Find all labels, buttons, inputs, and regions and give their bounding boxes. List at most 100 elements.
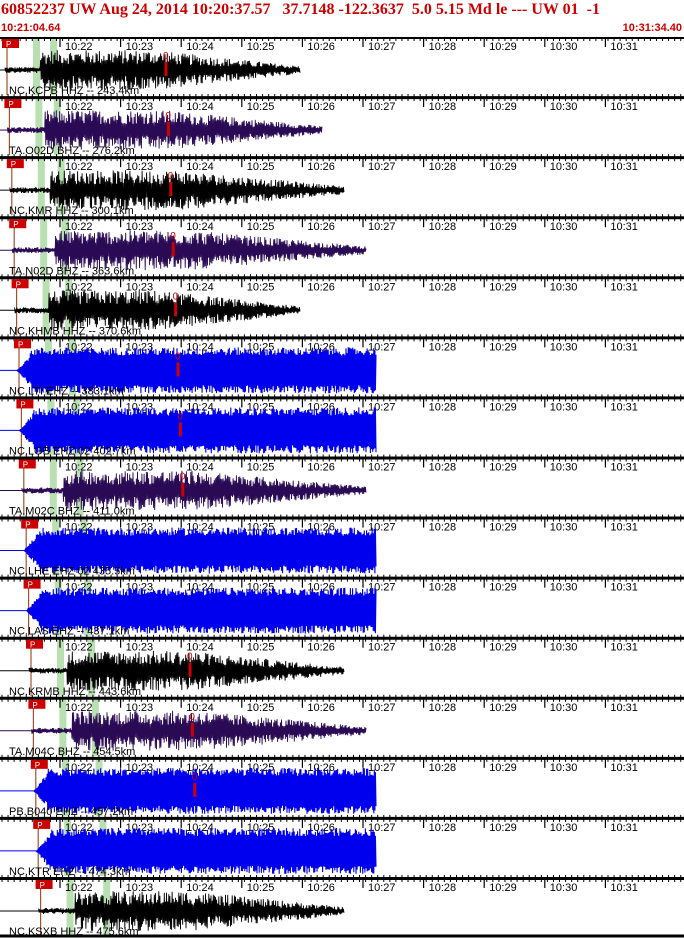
time-tick-label: 10:22 — [65, 882, 93, 894]
seismic-waveform — [4, 50, 301, 91]
time-tick-label: 10:29 — [489, 822, 517, 834]
time-tick-label: 10:28 — [429, 41, 457, 53]
trace-row: 10:22 10:23 10:24 10:25 10:26 10:27 10:28 10:29… — [0, 94, 684, 157]
time-tick-label: 10:22 — [65, 221, 93, 233]
time-tick-label: 10:30 — [550, 281, 578, 293]
time-tick-label: 10:27 — [368, 101, 396, 113]
station-label: NC.KTR EHZ -- 474.3km — [9, 866, 131, 878]
station-label: NC.KSXB HHZ -- 475.6km — [9, 926, 139, 938]
time-tick-label: 10:28 — [429, 341, 457, 353]
time-tick-label: 10:24 — [186, 341, 214, 353]
p-pick-badge — [11, 279, 29, 289]
analysis-window-band — [40, 219, 48, 276]
time-tick-label: 10:24 — [186, 702, 214, 714]
time-tick-label: 10:29 — [489, 101, 517, 113]
time-tick-label: 10:29 — [489, 522, 517, 534]
station-label: TA.M04C BHZ -- 454.5km — [9, 746, 135, 758]
time-tick-label: 10:30 — [550, 221, 578, 233]
s-marker-label: 0 — [170, 231, 176, 242]
p-pick-badge — [6, 159, 24, 169]
s-marker-label: 0 — [168, 171, 174, 182]
time-tick-label: 10:31 — [610, 161, 638, 173]
time-tick-label: 10:26 — [307, 882, 335, 894]
seismic-waveform — [28, 650, 345, 691]
s-marker — [169, 182, 173, 197]
analysis-window-band — [66, 879, 74, 937]
time-tick-label: 10:25 — [247, 882, 275, 894]
station-label: NC.KCPB HHZ -- 243.4km — [9, 85, 139, 97]
p-pick-label: P — [35, 761, 40, 770]
time-tick-label: 10:28 — [429, 281, 457, 293]
p-pick-label: P — [32, 701, 37, 710]
p-pick-badge — [18, 459, 36, 469]
s-marker — [174, 302, 178, 317]
time-tick-label: 10:29 — [489, 461, 517, 473]
s-marker-label: 0 — [187, 652, 193, 663]
seismic-waveform — [23, 527, 377, 574]
time-tick-label: 10:30 — [550, 161, 578, 173]
s-marker — [190, 722, 194, 737]
p-pick-badge — [16, 399, 34, 409]
time-tick-label: 10:23 — [126, 702, 154, 714]
analysis-window-band — [49, 459, 57, 516]
time-tick-label: 10:25 — [247, 461, 275, 473]
time-tick-label: 10:22 — [65, 702, 93, 714]
time-tick-label: 10:27 — [368, 221, 396, 233]
time-tick-label: 10:28 — [429, 401, 457, 413]
trace-row: 10:22 10:23 10:24 10:25 10:26 10:27 10:28 10:29… — [0, 634, 684, 698]
seismic-waveform — [30, 710, 367, 751]
trace-row: 10:22 10:23 10:24 10:25 10:26 10:27 10:28 10:29… — [0, 334, 684, 397]
station-label: NC.LHE EHZ 02 435.5km — [9, 566, 135, 578]
time-tick-label: 10:23 — [126, 221, 154, 233]
time-tick-label: 10:22 — [65, 642, 93, 654]
time-tick-label: 10:23 — [126, 161, 154, 173]
time-tick-label: 10:27 — [368, 461, 396, 473]
time-tick-label: 10:29 — [489, 642, 517, 654]
p-pick-label: P — [20, 400, 25, 409]
s-marker — [166, 122, 170, 137]
window-end-time: 10:31:34.40 — [622, 22, 682, 34]
time-tick-label: 10:25 — [247, 101, 275, 113]
station-label: NC.LTI EHZ -- 383.1km — [9, 385, 124, 397]
s-marker — [181, 482, 185, 497]
time-tick-label: 10:26 — [307, 461, 335, 473]
s-marker-label: 0 — [173, 291, 179, 302]
time-tick-label: 10:26 — [307, 642, 335, 654]
station-label: NC.LGB EHZ 02 402.7km — [9, 445, 136, 457]
s-marker-label: 0 — [180, 471, 186, 482]
seismic-waveform — [38, 891, 345, 931]
time-tick-label: 10:25 — [247, 822, 275, 834]
time-tick-label: 10:31 — [610, 101, 638, 113]
station-label: TA.N02D BHZ -- 363.6km — [9, 265, 134, 277]
time-tick-label: 10:25 — [247, 642, 275, 654]
time-tick-label: 10:22 — [65, 281, 93, 293]
time-tick-label: 10:22 — [65, 101, 93, 113]
analysis-window-band — [35, 99, 43, 156]
record-header: 60852237 UW Aug 24, 2014 10:20:37.57 37.… — [0, 0, 684, 37]
time-tick-label: 10:22 — [65, 41, 93, 53]
seismic-waveform — [14, 290, 301, 331]
time-tick-label: 10:26 — [307, 101, 335, 113]
p-pick-badge — [2, 39, 19, 48]
time-tick-label: 10:29 — [489, 702, 517, 714]
time-tick-label: 10:30 — [550, 822, 578, 834]
time-tick-label: 10:29 — [489, 221, 517, 233]
time-tick-label: 10:24 — [186, 642, 214, 654]
window-start-time: 10:21:04.64 — [1, 22, 61, 34]
time-tick-label: 10:30 — [550, 101, 578, 113]
time-tick-label: 10:30 — [550, 341, 578, 353]
time-tick-label: 10:25 — [247, 161, 275, 173]
time-tick-label: 10:27 — [368, 702, 396, 714]
time-tick-label: 10:23 — [126, 41, 154, 53]
time-tick-label: 10:22 — [65, 161, 93, 173]
time-tick-label: 10:26 — [307, 702, 335, 714]
time-tick-label: 10:25 — [247, 221, 275, 233]
time-tick-label: 10:28 — [429, 642, 457, 654]
time-tick-label: 10:31 — [610, 522, 638, 534]
p-pick-label: P — [28, 581, 33, 590]
time-tick-label: 10:30 — [550, 401, 578, 413]
trace-row: 10:22 10:23 10:24 10:25 10:26 10:27 10:28 10:29… — [0, 454, 684, 518]
p-pick-badge — [23, 579, 41, 589]
time-tick-label: 10:29 — [489, 41, 517, 53]
trace-row: 10:22 10:23 10:24 10:25 10:26 10:27 10:28 10:29… — [0, 37, 684, 97]
